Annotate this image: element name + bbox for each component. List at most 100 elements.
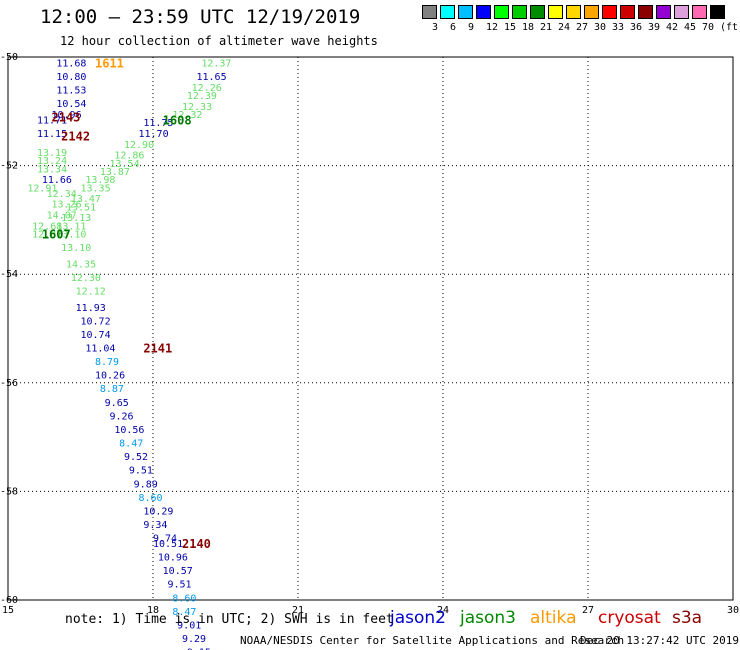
swh-value-label: 13.87 — [100, 167, 130, 178]
swh-value-label: 13.19 — [37, 148, 67, 159]
swh-value-label: 11.75 — [143, 118, 173, 129]
swh-value-label: 12.39 — [187, 91, 217, 102]
chart-title: 12:00 – 23:59 UTC 12/19/2019 — [40, 6, 361, 28]
colorbar-label: 45 — [684, 22, 697, 33]
time-annotation: 2141 — [143, 342, 172, 356]
time-annotation: 1611 — [95, 56, 124, 70]
swh-value-label: 10.74 — [81, 330, 111, 341]
swh-value-label: 8.47 — [119, 439, 143, 450]
x-tick-label: 27 — [582, 605, 594, 616]
satellite-legend-altika: altika — [530, 608, 577, 628]
swh-value-label: 9.65 — [105, 398, 129, 409]
x-tick-label: 15 — [2, 605, 14, 616]
colorbar-swatch — [476, 5, 491, 19]
colorbar-swatch — [440, 5, 455, 19]
swh-value-label: 13.10 — [61, 243, 91, 254]
swh-value-label: 12.90 — [124, 140, 154, 151]
colorbar-swatch — [656, 5, 671, 19]
swh-value-label: 9.89 — [134, 479, 158, 490]
footer-note: note: 1) Time is in UTC; 2) SWH is in fe… — [65, 612, 394, 627]
swh-value-label: 10.57 — [163, 566, 193, 577]
swh-value-label: 13.10 — [56, 229, 86, 240]
grid-layer — [7, 56, 734, 601]
colorbar-swatch — [422, 5, 437, 19]
swh-value-label: 13.35 — [81, 183, 111, 194]
swh-value-label: 11.70 — [139, 129, 169, 140]
colorbar-label: 9 — [468, 22, 475, 33]
colorbar-label: 24 — [558, 22, 571, 33]
swh-value-label: 14.35 — [66, 259, 96, 270]
swh-value-label: 10.56 — [114, 425, 144, 436]
swh-value-label: 13.98 — [85, 175, 115, 186]
swh-value-label: 12.87 — [32, 229, 62, 240]
swh-value-label: 9.15 — [187, 648, 211, 650]
colorbar-swatch — [674, 5, 689, 19]
y-tick-label: -56 — [0, 378, 18, 389]
swh-value-label: 11.68 — [56, 58, 86, 69]
plot-frame — [7, 56, 734, 601]
swh-value-label: 13.26 — [52, 200, 82, 211]
y-tick-label: -58 — [0, 486, 18, 497]
colorbar-label: 18 — [522, 22, 535, 33]
swh-value-label: 8.60 — [139, 493, 163, 504]
colorbar-swatch — [602, 5, 617, 19]
colorbar-label: (ft) — [720, 22, 740, 33]
swh-value-label: 8.47 — [172, 607, 196, 618]
y-tick-label: -52 — [0, 161, 18, 172]
x-tick-label: 18 — [147, 605, 159, 616]
swh-value-label: 11.53 — [56, 86, 86, 97]
swh-value-label: 9.34 — [143, 520, 167, 531]
satellite-legend-jason3: jason3 — [460, 608, 516, 628]
swh-value-label: 11.15 — [37, 129, 67, 140]
time-annotation: 1608 — [163, 113, 192, 127]
colorbar-swatch — [458, 5, 473, 19]
colorbar-label: 70 — [702, 22, 715, 33]
y-tick-label: -54 — [0, 269, 18, 280]
swh-value-label: 9.51 — [168, 580, 192, 591]
swh-value-label: 10.29 — [143, 506, 173, 517]
colorbar-swatch — [530, 5, 545, 19]
swh-value-label: 11.93 — [76, 303, 106, 314]
swh-value-label: 9.26 — [110, 411, 134, 422]
swh-value-label: 10.80 — [56, 72, 86, 83]
colorbar-label: 33 — [612, 22, 625, 33]
swh-value-label: 13.13 — [61, 213, 91, 224]
swh-value-label: 8.60 — [172, 593, 196, 604]
colorbar-swatch — [548, 5, 563, 19]
satellite-legend-jason2: jason2 — [390, 608, 446, 628]
swh-value-label: 10.54 — [56, 99, 86, 110]
swh-value-label: 12.86 — [114, 151, 144, 162]
time-annotation: 2142 — [61, 130, 90, 144]
swh-value-label: 12.26 — [192, 83, 222, 94]
y-tick-label: -60 — [0, 595, 18, 606]
swh-value-label: 12.12 — [76, 286, 106, 297]
swh-value-label: 11.04 — [85, 344, 115, 355]
swh-value-label: 12.37 — [201, 58, 231, 69]
colorbar-swatch — [620, 5, 635, 19]
colorbar-swatch — [566, 5, 581, 19]
swh-value-label: 10.72 — [81, 316, 111, 327]
colorbar-swatch — [692, 5, 707, 19]
swh-value-label: 12.33 — [182, 102, 212, 113]
time-annotation: 2140 — [182, 537, 211, 551]
colorbar-swatch — [584, 5, 599, 19]
swh-value-label: 12.30 — [71, 273, 101, 284]
chart-subtitle: 12 hour collection of altimeter wave hei… — [60, 34, 378, 48]
colorbar-label: 36 — [630, 22, 643, 33]
swh-value-label: 10.26 — [95, 371, 125, 382]
colorbar-label: 39 — [648, 22, 661, 33]
footer-credit: NOAA/NESDIS Center for Satellite Applica… — [240, 634, 625, 647]
swh-value-label: 13.34 — [37, 164, 67, 175]
swh-value-label: 10.96 — [52, 110, 82, 121]
colorbar-label: 15 — [504, 22, 517, 33]
colorbar-label: 21 — [540, 22, 553, 33]
satellite-legend-s3a: s3a — [672, 608, 703, 628]
swh-value-label: 13.47 — [71, 194, 101, 205]
swh-value-label: 9.52 — [124, 452, 148, 463]
colorbar-label: 30 — [594, 22, 607, 33]
colorbar-label: 42 — [666, 22, 679, 33]
colorbar-label: 12 — [486, 22, 499, 33]
swh-value-label: 9.29 — [182, 634, 206, 645]
swh-value-label: 10.96 — [158, 553, 188, 564]
